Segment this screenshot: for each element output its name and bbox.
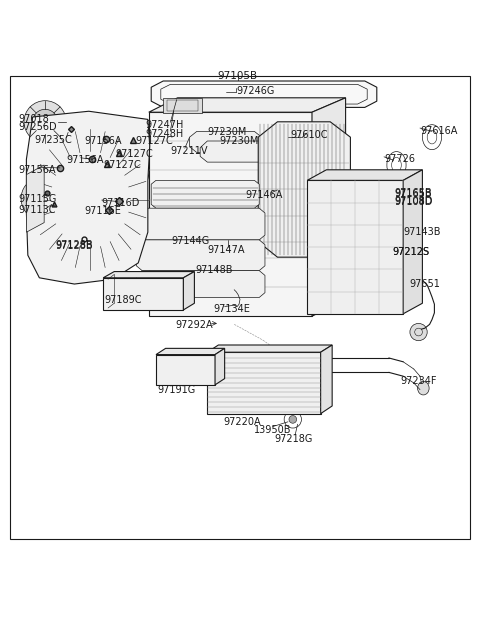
Polygon shape [151, 180, 259, 208]
Ellipse shape [33, 109, 58, 134]
Text: 97610C: 97610C [290, 130, 328, 140]
Bar [213, 273, 232, 295]
Polygon shape [136, 271, 265, 297]
Text: 97189C: 97189C [105, 295, 142, 305]
Ellipse shape [418, 381, 429, 395]
Text: 97256D: 97256D [18, 122, 57, 132]
Text: 97108D: 97108D [395, 197, 433, 206]
Text: 97651: 97651 [409, 279, 440, 289]
Text: 97234F: 97234F [401, 376, 437, 386]
Text: 97147A: 97147A [207, 245, 245, 255]
Bar [165, 273, 184, 295]
Bar [237, 242, 256, 269]
Text: 97115G: 97115G [18, 194, 57, 204]
Text: 97127C: 97127C [115, 149, 153, 159]
Polygon shape [26, 165, 44, 232]
Text: 97105B: 97105B [217, 72, 258, 82]
Bar [165, 210, 184, 238]
Polygon shape [207, 345, 332, 352]
Text: 97134E: 97134E [214, 304, 251, 314]
Ellipse shape [21, 180, 50, 217]
Text: 97191G: 97191G [157, 385, 196, 395]
Ellipse shape [289, 415, 297, 423]
Text: 97230M: 97230M [207, 127, 247, 137]
Text: 97127C: 97127C [103, 160, 141, 170]
Text: 97156A: 97156A [84, 136, 121, 146]
Bar [141, 210, 160, 238]
Text: 97212S: 97212S [393, 247, 430, 256]
Text: 97248H: 97248H [145, 129, 183, 138]
Ellipse shape [76, 182, 105, 217]
Polygon shape [307, 170, 422, 180]
Text: 97156A: 97156A [66, 155, 104, 166]
Polygon shape [163, 98, 202, 113]
Text: 97116D: 97116D [102, 198, 140, 208]
Polygon shape [26, 111, 150, 284]
Polygon shape [312, 98, 346, 316]
Text: 97165B: 97165B [395, 189, 432, 199]
Text: 97144G: 97144G [172, 236, 210, 246]
Bar [214, 181, 228, 206]
Text: 97616A: 97616A [420, 125, 457, 135]
Text: 97726: 97726 [384, 154, 415, 164]
Polygon shape [403, 170, 422, 314]
Ellipse shape [24, 101, 66, 143]
Text: 97247H: 97247H [145, 120, 183, 130]
Bar [189, 210, 208, 238]
Ellipse shape [29, 124, 152, 276]
Bar [189, 273, 208, 295]
Bar [194, 181, 209, 206]
Polygon shape [136, 240, 265, 271]
Polygon shape [321, 345, 332, 413]
Polygon shape [183, 271, 194, 310]
Polygon shape [149, 98, 346, 112]
Bar [237, 210, 256, 238]
Text: 97165B: 97165B [395, 188, 432, 198]
Text: 97116E: 97116E [84, 206, 121, 216]
Bar [237, 273, 256, 295]
Polygon shape [103, 271, 194, 278]
Text: 97230M: 97230M [220, 136, 259, 146]
Text: 97246G: 97246G [237, 86, 275, 96]
Ellipse shape [28, 189, 43, 208]
Polygon shape [151, 81, 377, 108]
Bar [141, 273, 160, 295]
Polygon shape [136, 208, 265, 240]
Bar [213, 242, 232, 269]
Text: 97292A: 97292A [175, 320, 213, 330]
Text: 97156A: 97156A [18, 165, 56, 175]
Bar [175, 181, 190, 206]
Text: 97148B: 97148B [196, 265, 233, 275]
Polygon shape [156, 355, 215, 385]
Text: 97143B: 97143B [403, 227, 441, 237]
Polygon shape [149, 112, 312, 316]
Text: 97018: 97018 [18, 114, 49, 124]
Text: 97220A: 97220A [223, 417, 261, 427]
Text: 97127C: 97127C [135, 136, 173, 146]
Bar [165, 242, 184, 269]
Text: 97212S: 97212S [393, 247, 430, 256]
Polygon shape [258, 122, 350, 257]
Polygon shape [200, 141, 275, 162]
Text: 97211V: 97211V [170, 146, 208, 156]
Text: 97113C: 97113C [18, 205, 56, 215]
Polygon shape [215, 349, 225, 385]
Text: 97128B: 97128B [55, 240, 93, 250]
Bar [156, 181, 170, 206]
Text: 97146A: 97146A [246, 190, 283, 200]
Text: 97128B: 97128B [55, 241, 93, 251]
Text: 97218G: 97218G [275, 434, 313, 444]
Text: 97235C: 97235C [35, 135, 72, 145]
Polygon shape [307, 180, 403, 314]
Text: 13950B: 13950B [254, 425, 292, 435]
Bar [141, 242, 160, 269]
Polygon shape [103, 278, 183, 310]
Bar [189, 242, 208, 269]
Ellipse shape [410, 323, 427, 341]
Polygon shape [156, 349, 225, 355]
Bar [213, 210, 232, 238]
Polygon shape [190, 132, 262, 153]
Text: 97108D: 97108D [395, 196, 433, 206]
Polygon shape [207, 352, 321, 413]
